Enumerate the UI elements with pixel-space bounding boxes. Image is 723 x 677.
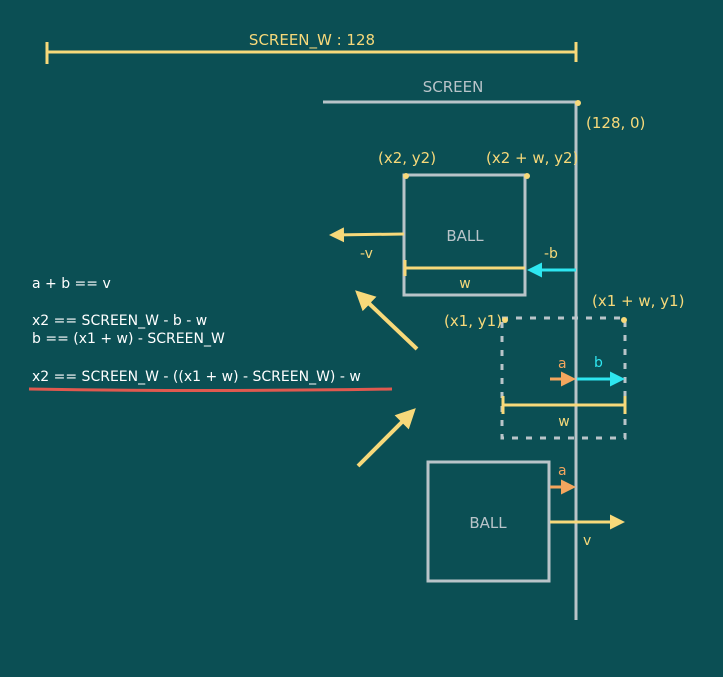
ghost-a-label: a	[558, 356, 567, 372]
trajectory-in-arrow	[356, 408, 416, 468]
ghost-b-label: b	[594, 355, 603, 371]
ball-bottom-v-label: v	[583, 533, 591, 549]
ghost-ball-box	[500, 316, 627, 440]
ball-bottom-box	[426, 460, 551, 583]
screen-width-dimension	[45, 42, 578, 64]
ball-top-width-dimension	[403, 260, 525, 276]
screen-label: SCREEN	[423, 78, 484, 96]
equation-4: x2 == SCREEN_W - ((x1 + w) - SCREEN_W) -…	[32, 369, 361, 385]
ghost-corner-tr-label: (x1 + w, y1)	[592, 292, 684, 310]
ball-top-label: BALL	[446, 227, 484, 245]
ball-top-corner-tr-label: (x2 + w, y2)	[486, 149, 578, 167]
ghost-corner-tr	[621, 317, 627, 323]
ghost-width-label: w	[558, 414, 569, 430]
screen-corner-label: (128, 0)	[586, 114, 645, 132]
equation-3: b == (x1 + w) - SCREEN_W	[32, 331, 225, 347]
screen-boundary	[323, 100, 581, 620]
equation-4-underline	[28, 387, 393, 392]
neg-v-arrow	[329, 227, 405, 243]
ball-top-width-label: w	[459, 276, 470, 292]
ball-bottom-a-label: a	[558, 463, 567, 479]
equation-2: x2 == SCREEN_W - b - w	[32, 313, 207, 329]
ball-top-corner-tr	[524, 173, 530, 179]
ball-top-corner-tl-label: (x2, y2)	[378, 149, 436, 167]
ghost-width-dimension	[501, 396, 627, 414]
screen-corner-point	[575, 100, 581, 106]
trajectory-out-arrow	[355, 290, 419, 351]
neg-b-label: -b	[544, 246, 558, 262]
equation-1: a + b == v	[32, 276, 111, 292]
ghost-corner-tl	[502, 317, 508, 323]
neg-v-label: -v	[360, 246, 373, 262]
ball-top-corner-tl	[403, 173, 409, 179]
screen-width-label: SCREEN_W : 128	[249, 31, 375, 50]
ball-bottom-label: BALL	[469, 514, 507, 532]
ghost-corner-tl-label: (x1, y1)	[444, 312, 502, 330]
